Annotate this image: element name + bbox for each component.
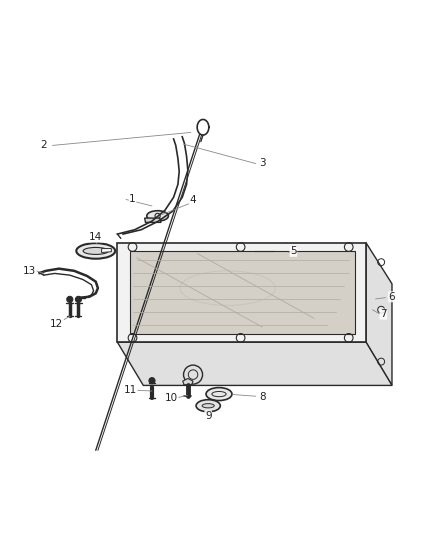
Text: 3: 3	[259, 158, 265, 168]
Ellipse shape	[212, 391, 226, 397]
Circle shape	[67, 296, 73, 302]
Polygon shape	[183, 378, 193, 385]
Text: 12: 12	[50, 319, 64, 328]
Ellipse shape	[206, 387, 232, 401]
Polygon shape	[366, 243, 392, 385]
Text: 9: 9	[205, 411, 212, 421]
Circle shape	[75, 296, 81, 302]
Polygon shape	[117, 342, 392, 385]
Text: 11: 11	[124, 385, 137, 395]
Text: 5: 5	[290, 246, 297, 256]
Polygon shape	[117, 243, 366, 342]
Circle shape	[149, 378, 155, 384]
Polygon shape	[102, 248, 111, 253]
Text: 7: 7	[380, 309, 387, 319]
Polygon shape	[131, 252, 355, 334]
Polygon shape	[145, 218, 161, 222]
Text: 14: 14	[89, 232, 102, 242]
Text: 6: 6	[389, 292, 395, 302]
Ellipse shape	[196, 400, 220, 412]
Ellipse shape	[76, 243, 115, 259]
Text: 10: 10	[165, 393, 178, 403]
Ellipse shape	[147, 211, 168, 221]
Text: 2: 2	[41, 140, 47, 150]
Text: 13: 13	[23, 266, 36, 276]
Text: 4: 4	[190, 195, 196, 205]
Text: 8: 8	[259, 392, 265, 402]
Ellipse shape	[202, 403, 214, 408]
Ellipse shape	[83, 247, 108, 254]
Text: 1: 1	[129, 195, 136, 205]
